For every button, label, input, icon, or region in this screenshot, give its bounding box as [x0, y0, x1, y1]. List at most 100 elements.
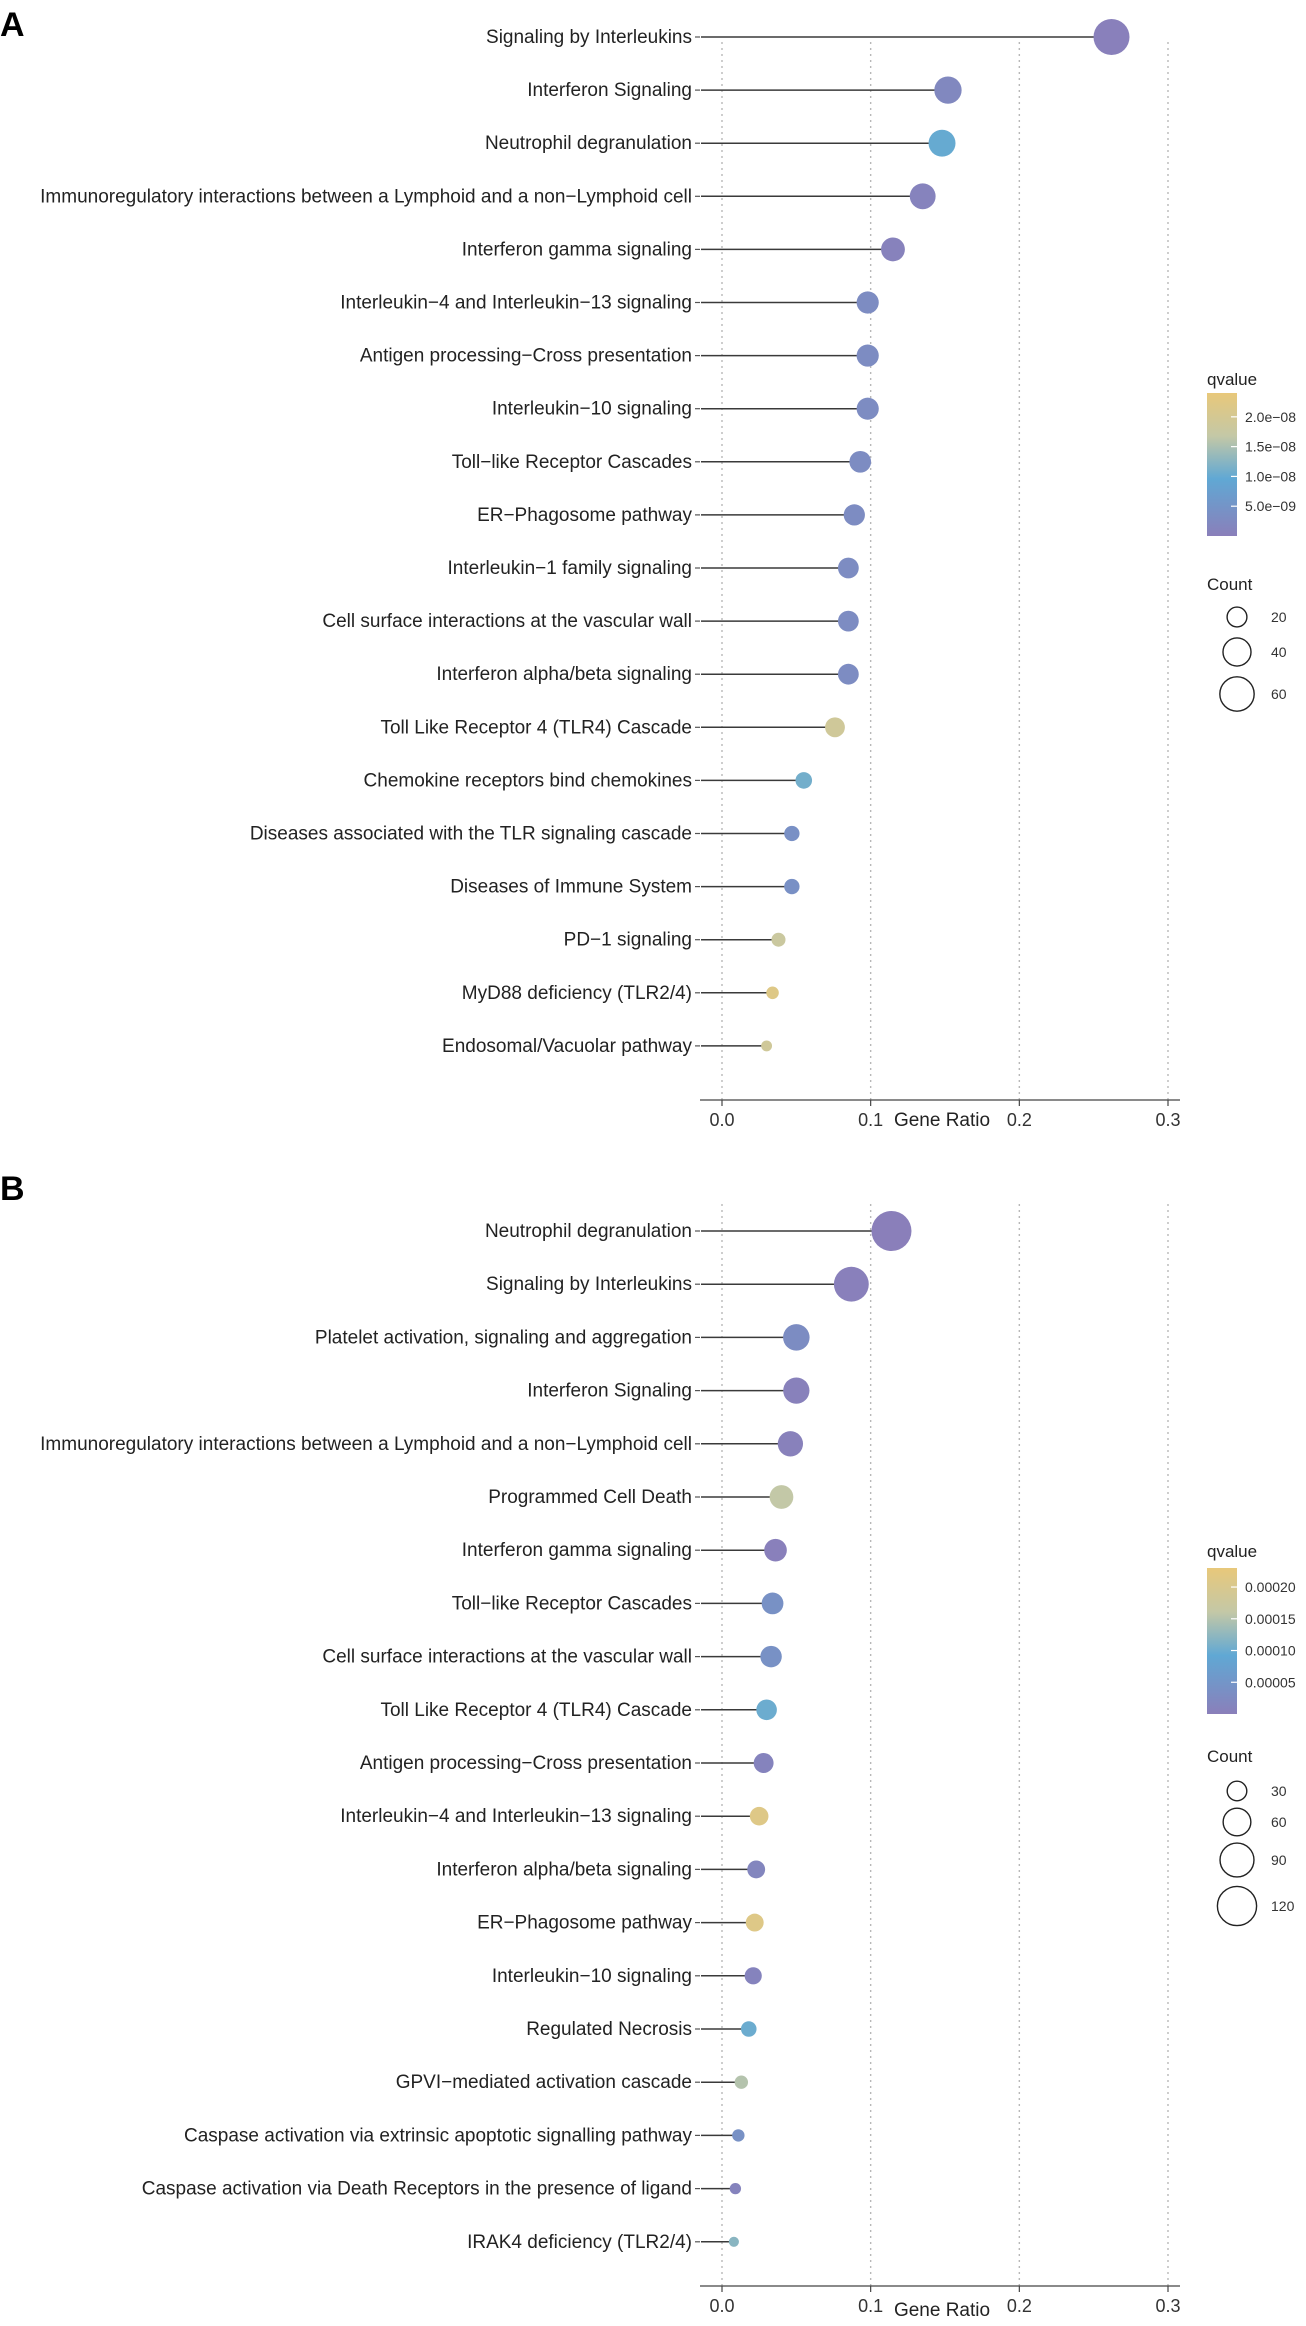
- legend-color-label: 0.00020: [1245, 1579, 1296, 1595]
- panel-b-stems: [695, 1230, 892, 2243]
- legend-color-label: 5.0e−09: [1245, 498, 1296, 514]
- legend-size-label: 20: [1271, 609, 1287, 625]
- legend-size-circle: [1226, 606, 1248, 628]
- panel-a-category-labels: Signaling by Interleukins Interferon Sign…: [40, 27, 692, 1057]
- category-label: Cell surface interactions at the vascula…: [322, 1647, 692, 1668]
- panel-a-letter: A: [0, 6, 25, 44]
- legend-size-label: 60: [1271, 1814, 1287, 1830]
- point-17: [732, 2129, 745, 2142]
- point-0: [871, 1211, 912, 1251]
- legend-colorbar: [1207, 1568, 1237, 1714]
- category-label: Programmed Cell Death: [488, 1487, 692, 1508]
- x-tick-label: 0.0: [709, 1110, 734, 1130]
- panel-a-grid: [721, 42, 1169, 1100]
- category-label: PD−1 signaling: [564, 930, 692, 951]
- legend-size-circle: [1222, 1807, 1252, 1837]
- point-6: [856, 344, 879, 367]
- category-label: ER−Phagosome pathway: [477, 1913, 692, 1934]
- point-18: [766, 986, 779, 1000]
- category-label: Interferon gamma signaling: [462, 1540, 692, 1561]
- legend-color-title: qvalue: [1207, 370, 1257, 389]
- point-19: [761, 1040, 773, 1052]
- point-14: [744, 1967, 762, 1985]
- legend-size-label: 120: [1271, 1898, 1295, 1914]
- point-12: [747, 1860, 766, 1879]
- category-label: Interleukin−4 and Interleukin−13 signali…: [340, 293, 692, 314]
- point-15: [784, 825, 800, 842]
- category-label: Interferon alpha/beta signaling: [436, 1859, 692, 1880]
- category-label: Toll Like Receptor 4 (TLR4) Cascade: [380, 717, 692, 738]
- legend-size-title: Count: [1207, 575, 1253, 594]
- legend-color-label: 0.00010: [1245, 1643, 1296, 1659]
- point-6: [764, 1538, 787, 1562]
- point-4: [881, 237, 905, 262]
- legend-size-label: 60: [1271, 686, 1287, 702]
- panel-b-points: [728, 1211, 912, 2247]
- point-11: [749, 1806, 769, 1826]
- category-label: Diseases of Immune System: [450, 877, 692, 898]
- category-label: Immunoregulatory interactions between a …: [40, 186, 692, 207]
- category-label: ER−Phagosome pathway: [477, 505, 692, 526]
- category-label: Immunoregulatory interactions between a …: [40, 1434, 692, 1455]
- legend-color-label: 0.00015: [1245, 1611, 1296, 1627]
- category-label: MyD88 deficiency (TLR2/4): [462, 983, 692, 1004]
- category-label: IRAK4 deficiency (TLR2/4): [467, 2232, 692, 2253]
- legend-color-label: 0.00005: [1245, 1674, 1296, 1690]
- point-0: [1093, 19, 1130, 55]
- category-label: Interferon alpha/beta signaling: [436, 664, 692, 685]
- point-5: [769, 1485, 794, 1509]
- point-16: [784, 878, 800, 895]
- x-tick-label: 0.3: [1155, 2296, 1180, 2316]
- panel-b: B Neutrophil degranulation Signaling by I…: [0, 1170, 1296, 2321]
- point-18: [729, 2182, 742, 2195]
- point-8: [849, 450, 872, 473]
- x-tick-label: 0.2: [1007, 2296, 1032, 2316]
- panel-b-x-axis-title: Gene Ratio: [894, 2300, 990, 2321]
- point-19: [728, 2236, 739, 2247]
- point-3: [909, 183, 936, 210]
- point-14: [795, 772, 813, 789]
- legend-colorbar: [1207, 393, 1237, 536]
- panel-a-stems: [695, 36, 1112, 1047]
- legend-size-circle: [1216, 1885, 1258, 1927]
- x-tick-label: 0.1: [858, 2296, 883, 2316]
- point-10: [837, 557, 859, 579]
- point-16: [734, 2075, 749, 2089]
- x-tick-label: 0.2: [1007, 1110, 1032, 1130]
- point-2: [928, 129, 956, 157]
- panel-a-points: [761, 19, 1130, 1052]
- point-9: [843, 504, 865, 526]
- category-label: Regulated Necrosis: [526, 2019, 692, 2040]
- category-label: Signaling by Interleukins: [486, 27, 692, 48]
- point-13: [745, 1913, 764, 1932]
- point-7: [856, 397, 879, 420]
- category-label: Platelet activation, signaling and aggre…: [315, 1327, 692, 1348]
- category-label: Chemokine receptors bind chemokines: [364, 770, 692, 791]
- x-tick-label: 0.1: [858, 1110, 883, 1130]
- legend-color-label: 1.0e−08: [1245, 468, 1296, 484]
- category-label: Interleukin−4 and Interleukin−13 signali…: [340, 1806, 692, 1827]
- category-label: Interleukin−10 signaling: [492, 399, 692, 420]
- point-17: [771, 932, 786, 947]
- category-label: Neutrophil degranulation: [485, 133, 692, 154]
- point-7: [761, 1592, 784, 1615]
- panel-b-x-axis: 0.0 0.1 0.2 0.3: [700, 2285, 1181, 2316]
- point-13: [825, 717, 845, 738]
- point-1: [833, 1266, 869, 1302]
- legend-color-label: 1.5e−08: [1245, 439, 1296, 455]
- panel-a-x-axis-title: Gene Ratio: [894, 1110, 990, 1131]
- category-label: Interleukin−1 family signaling: [448, 558, 693, 579]
- legend-color-title: qvalue: [1207, 1542, 1257, 1561]
- legend-size-title: Count: [1207, 1747, 1253, 1766]
- panel-b-grid: [721, 1204, 1169, 2286]
- category-label: Caspase activation via extrinsic apoptot…: [184, 2125, 692, 2146]
- legend-size-circle: [1222, 637, 1252, 667]
- point-5: [856, 291, 879, 314]
- category-label: Caspase activation via Death Receptors i…: [142, 2179, 692, 2200]
- panel-b-letter: B: [0, 1170, 25, 1208]
- legend-size-circle: [1219, 676, 1255, 712]
- x-tick-label: 0.0: [709, 2296, 734, 2316]
- category-label: Interferon Signaling: [527, 80, 692, 101]
- category-label: Antigen processing−Cross presentation: [360, 346, 692, 367]
- legend-size-label: 90: [1271, 1852, 1287, 1868]
